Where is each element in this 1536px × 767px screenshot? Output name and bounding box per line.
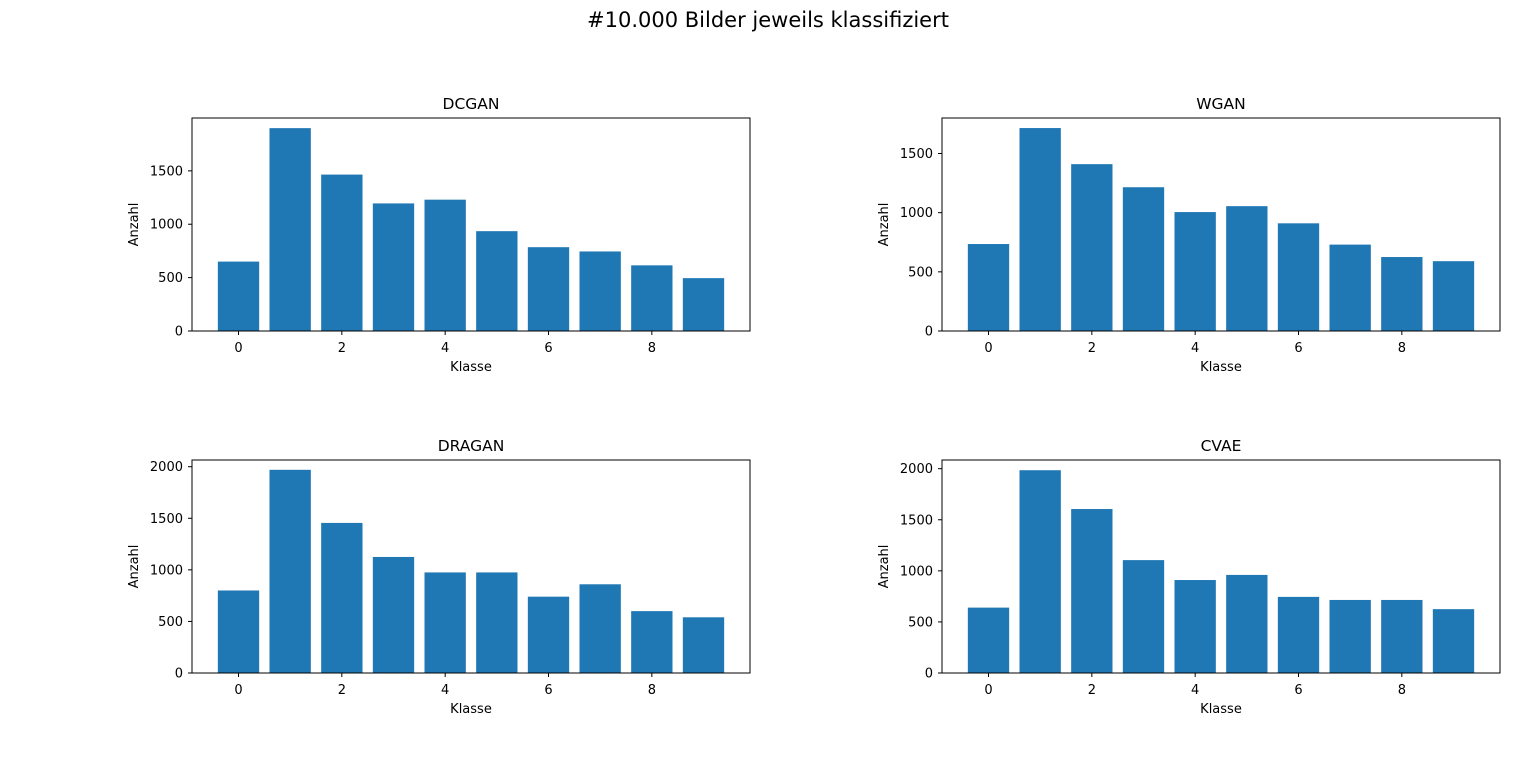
y-tick-label: 0 (175, 325, 183, 340)
y-tick-label: 500 (908, 615, 933, 630)
bar-class-7 (1329, 244, 1371, 331)
y-tick-label: 500 (158, 615, 183, 630)
axes-frame (941, 117, 1501, 332)
bar-class-7 (1329, 599, 1371, 673)
y-tick-label: 0 (925, 325, 933, 340)
bar-class-0 (217, 590, 260, 673)
bar-class-5 (1226, 206, 1268, 331)
bar-class-4 (1174, 212, 1216, 331)
bar-class-8 (1381, 599, 1423, 673)
y-tick-label: 1000 (150, 563, 183, 578)
bar-class-1 (1019, 470, 1061, 673)
y-tick-label: 2000 (150, 460, 183, 475)
x-tick-label: 0 (234, 683, 242, 698)
y-tick-label: 1500 (150, 512, 183, 527)
x-tick-label: 4 (441, 341, 449, 356)
bar-class-7 (579, 251, 621, 331)
x-tick-label: 6 (544, 683, 552, 698)
x-axis-label: Klasse (450, 360, 492, 375)
y-tick-label: 1000 (150, 218, 183, 233)
bar-class-3 (372, 203, 415, 331)
bar-class-1 (1019, 128, 1061, 331)
y-tick-label: 1500 (150, 164, 183, 179)
bar-class-1 (269, 128, 311, 331)
x-tick-label: 0 (984, 683, 992, 698)
bar-class-4 (424, 572, 466, 673)
subplot-title: CVAE (1201, 437, 1242, 455)
x-tick-label: 8 (648, 683, 656, 698)
x-tick-label: 0 (984, 341, 992, 356)
x-tick-label: 2 (1088, 341, 1096, 356)
bar-class-1 (269, 469, 311, 673)
subplot-title: WGAN (1196, 95, 1246, 113)
bar-class-0 (967, 244, 1010, 331)
y-tick-label: 1500 (900, 147, 933, 162)
x-tick-label: 2 (338, 683, 346, 698)
bar-class-8 (631, 265, 673, 331)
x-tick-label: 4 (1191, 341, 1199, 356)
bar-class-4 (424, 199, 466, 331)
bar-class-5 (1226, 574, 1268, 673)
subplot-dragan: 0 2 4 6 8 0 500 1000 1500 2000 DRAGAN Klasse Anzahl (127, 437, 751, 717)
y-axis-label: Anzahl (877, 203, 892, 247)
y-axis-label: Anzahl (127, 545, 142, 589)
bar-class-0 (217, 261, 260, 331)
y-tick-label: 500 (158, 271, 183, 286)
bar-class-2 (321, 522, 363, 673)
y-axis-label: Anzahl (127, 203, 142, 247)
x-tick-label: 6 (1294, 341, 1302, 356)
bar-class-2 (321, 174, 363, 331)
y-tick-label: 1000 (900, 206, 933, 221)
bar-class-5 (476, 572, 518, 673)
bar-class-3 (372, 556, 415, 673)
bar-class-6 (1277, 223, 1320, 331)
bar-class-9 (682, 617, 725, 673)
y-axis-label: Anzahl (877, 545, 892, 589)
bar-class-4 (1174, 580, 1216, 673)
subplot-wgan: 0 2 4 6 8 0 500 1000 1500 WGAN Klasse Anzahl (877, 95, 1501, 375)
x-tick-label: 6 (544, 341, 552, 356)
y-tick-label: 1500 (900, 513, 933, 528)
bar-class-3 (1122, 560, 1165, 673)
subplot-cvae: 0 2 4 6 8 0 500 1000 1500 2000 CVAE Klasse Anzahl (877, 437, 1501, 717)
y-tick-label: 1000 (900, 564, 933, 579)
x-axis-label: Klasse (450, 702, 492, 717)
x-tick-label: 0 (234, 341, 242, 356)
y-tick-label: 500 (908, 265, 933, 280)
y-tick-label: 0 (925, 667, 933, 682)
x-tick-label: 2 (1088, 683, 1096, 698)
figure-title: #10.000 Bilder jeweils klassifiziert (587, 8, 949, 32)
subplot-title: DRAGAN (438, 437, 505, 455)
bar-class-0 (967, 607, 1010, 673)
bar-class-6 (527, 247, 570, 331)
axes-frame (941, 459, 1501, 674)
x-axis-label: Klasse (1200, 702, 1242, 717)
x-axis-label: Klasse (1200, 360, 1242, 375)
x-tick-label: 2 (338, 341, 346, 356)
bar-class-9 (1432, 609, 1475, 673)
y-tick-label: 0 (175, 667, 183, 682)
bar-class-6 (527, 596, 570, 673)
x-tick-label: 4 (1191, 683, 1199, 698)
bar-class-2 (1071, 509, 1113, 673)
x-tick-label: 6 (1294, 683, 1302, 698)
bar-class-8 (1381, 257, 1423, 331)
subplot-title: DCGAN (443, 95, 500, 113)
bar-class-6 (1277, 596, 1320, 673)
bar-class-9 (1432, 261, 1475, 331)
bar-class-2 (1071, 164, 1113, 331)
bar-class-8 (631, 611, 673, 673)
x-tick-label: 4 (441, 683, 449, 698)
x-tick-label: 8 (648, 341, 656, 356)
x-tick-label: 8 (1398, 341, 1406, 356)
axes-frame (191, 459, 751, 674)
bar-class-5 (476, 231, 518, 331)
x-tick-label: 8 (1398, 683, 1406, 698)
bar-class-9 (682, 278, 725, 331)
bar-class-7 (579, 584, 621, 673)
y-tick-label: 2000 (900, 462, 933, 477)
subplot-dcgan: 0 2 4 6 8 0 500 1000 1500 DCGAN Klasse Anzahl (127, 95, 751, 375)
bar-class-3 (1122, 187, 1165, 331)
